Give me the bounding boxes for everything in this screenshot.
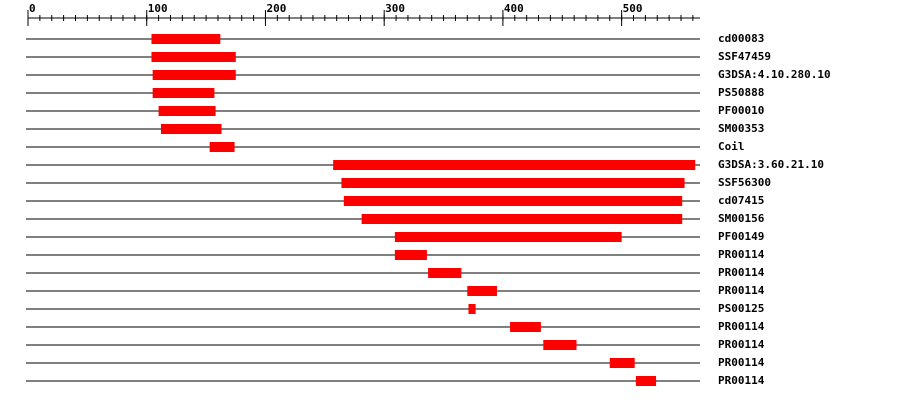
x-tick-label: 200: [266, 2, 286, 15]
row-label: PR00114: [718, 320, 765, 333]
x-tick-label: 500: [623, 2, 643, 15]
domain-bar: [151, 52, 236, 62]
x-tick-label: 100: [148, 2, 168, 15]
x-tick-label: 300: [385, 2, 405, 15]
domain-bar: [394, 250, 427, 260]
domain-bar: [609, 358, 635, 368]
domain-bar: [428, 268, 462, 278]
row-label: PR00114: [718, 338, 765, 351]
row-label: PR00114: [718, 248, 765, 261]
domain-bar: [510, 322, 541, 332]
row-label: G3DSA:4.10.280.10: [718, 68, 831, 81]
domain-bar: [467, 286, 497, 296]
domain-bar: [361, 214, 683, 224]
row-label: SM00156: [718, 212, 765, 225]
x-tick-label: 400: [504, 2, 524, 15]
row-label: PR00114: [718, 266, 765, 279]
domain-bar: [394, 232, 622, 242]
domain-bar: [635, 376, 657, 386]
row-label: Coil: [718, 140, 745, 153]
domain-bar: [158, 106, 216, 116]
row-label: SSF47459: [718, 50, 771, 63]
row-label: PR00114: [718, 374, 765, 387]
row-label: PR00114: [718, 284, 765, 297]
row-label: G3DSA:3.60.21.10: [718, 158, 824, 171]
row-label: PS50888: [718, 86, 764, 99]
domain-bar: [151, 34, 221, 44]
row-label: SM00353: [718, 122, 764, 135]
domain-bar: [209, 142, 235, 152]
domain-bar: [152, 88, 215, 98]
row-label: cd00083: [718, 32, 764, 45]
domain-bar: [468, 304, 476, 314]
row-label: PF00149: [718, 230, 764, 243]
domain-bar: [341, 178, 685, 188]
row-label: PF00010: [718, 104, 764, 117]
domain-bar: [333, 160, 696, 170]
row-label: cd07415: [718, 194, 764, 207]
row-label: SSF56300: [718, 176, 771, 189]
domain-bar: [343, 196, 683, 206]
domain-bar: [152, 70, 236, 80]
domain-bar: [160, 124, 222, 134]
row-label: PS00125: [718, 302, 764, 315]
row-label: PR00114: [718, 356, 765, 369]
domain-bar: [543, 340, 577, 350]
x-tick-label: 0: [29, 2, 36, 15]
